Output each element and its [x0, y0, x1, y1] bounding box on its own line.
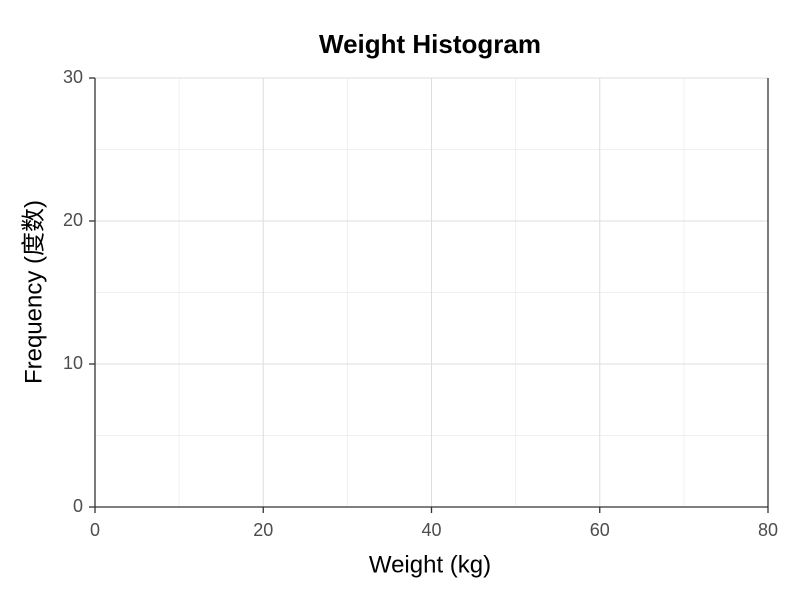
x-tick-label: 20 — [253, 520, 273, 540]
y-tick-label: 0 — [73, 496, 83, 516]
y-tick-label: 30 — [63, 67, 83, 87]
x-axis-label: Weight (kg) — [369, 551, 491, 578]
y-tick-label: 10 — [63, 353, 83, 373]
x-tick-label: 0 — [90, 520, 100, 540]
x-tick-label: 80 — [758, 520, 778, 540]
x-tick-label: 60 — [590, 520, 610, 540]
chart-title: Weight Histogram — [319, 29, 541, 59]
x-tick-label: 40 — [421, 520, 441, 540]
y-tick-label: 20 — [63, 210, 83, 230]
y-axis-label: Frequency (度数) — [20, 200, 47, 384]
